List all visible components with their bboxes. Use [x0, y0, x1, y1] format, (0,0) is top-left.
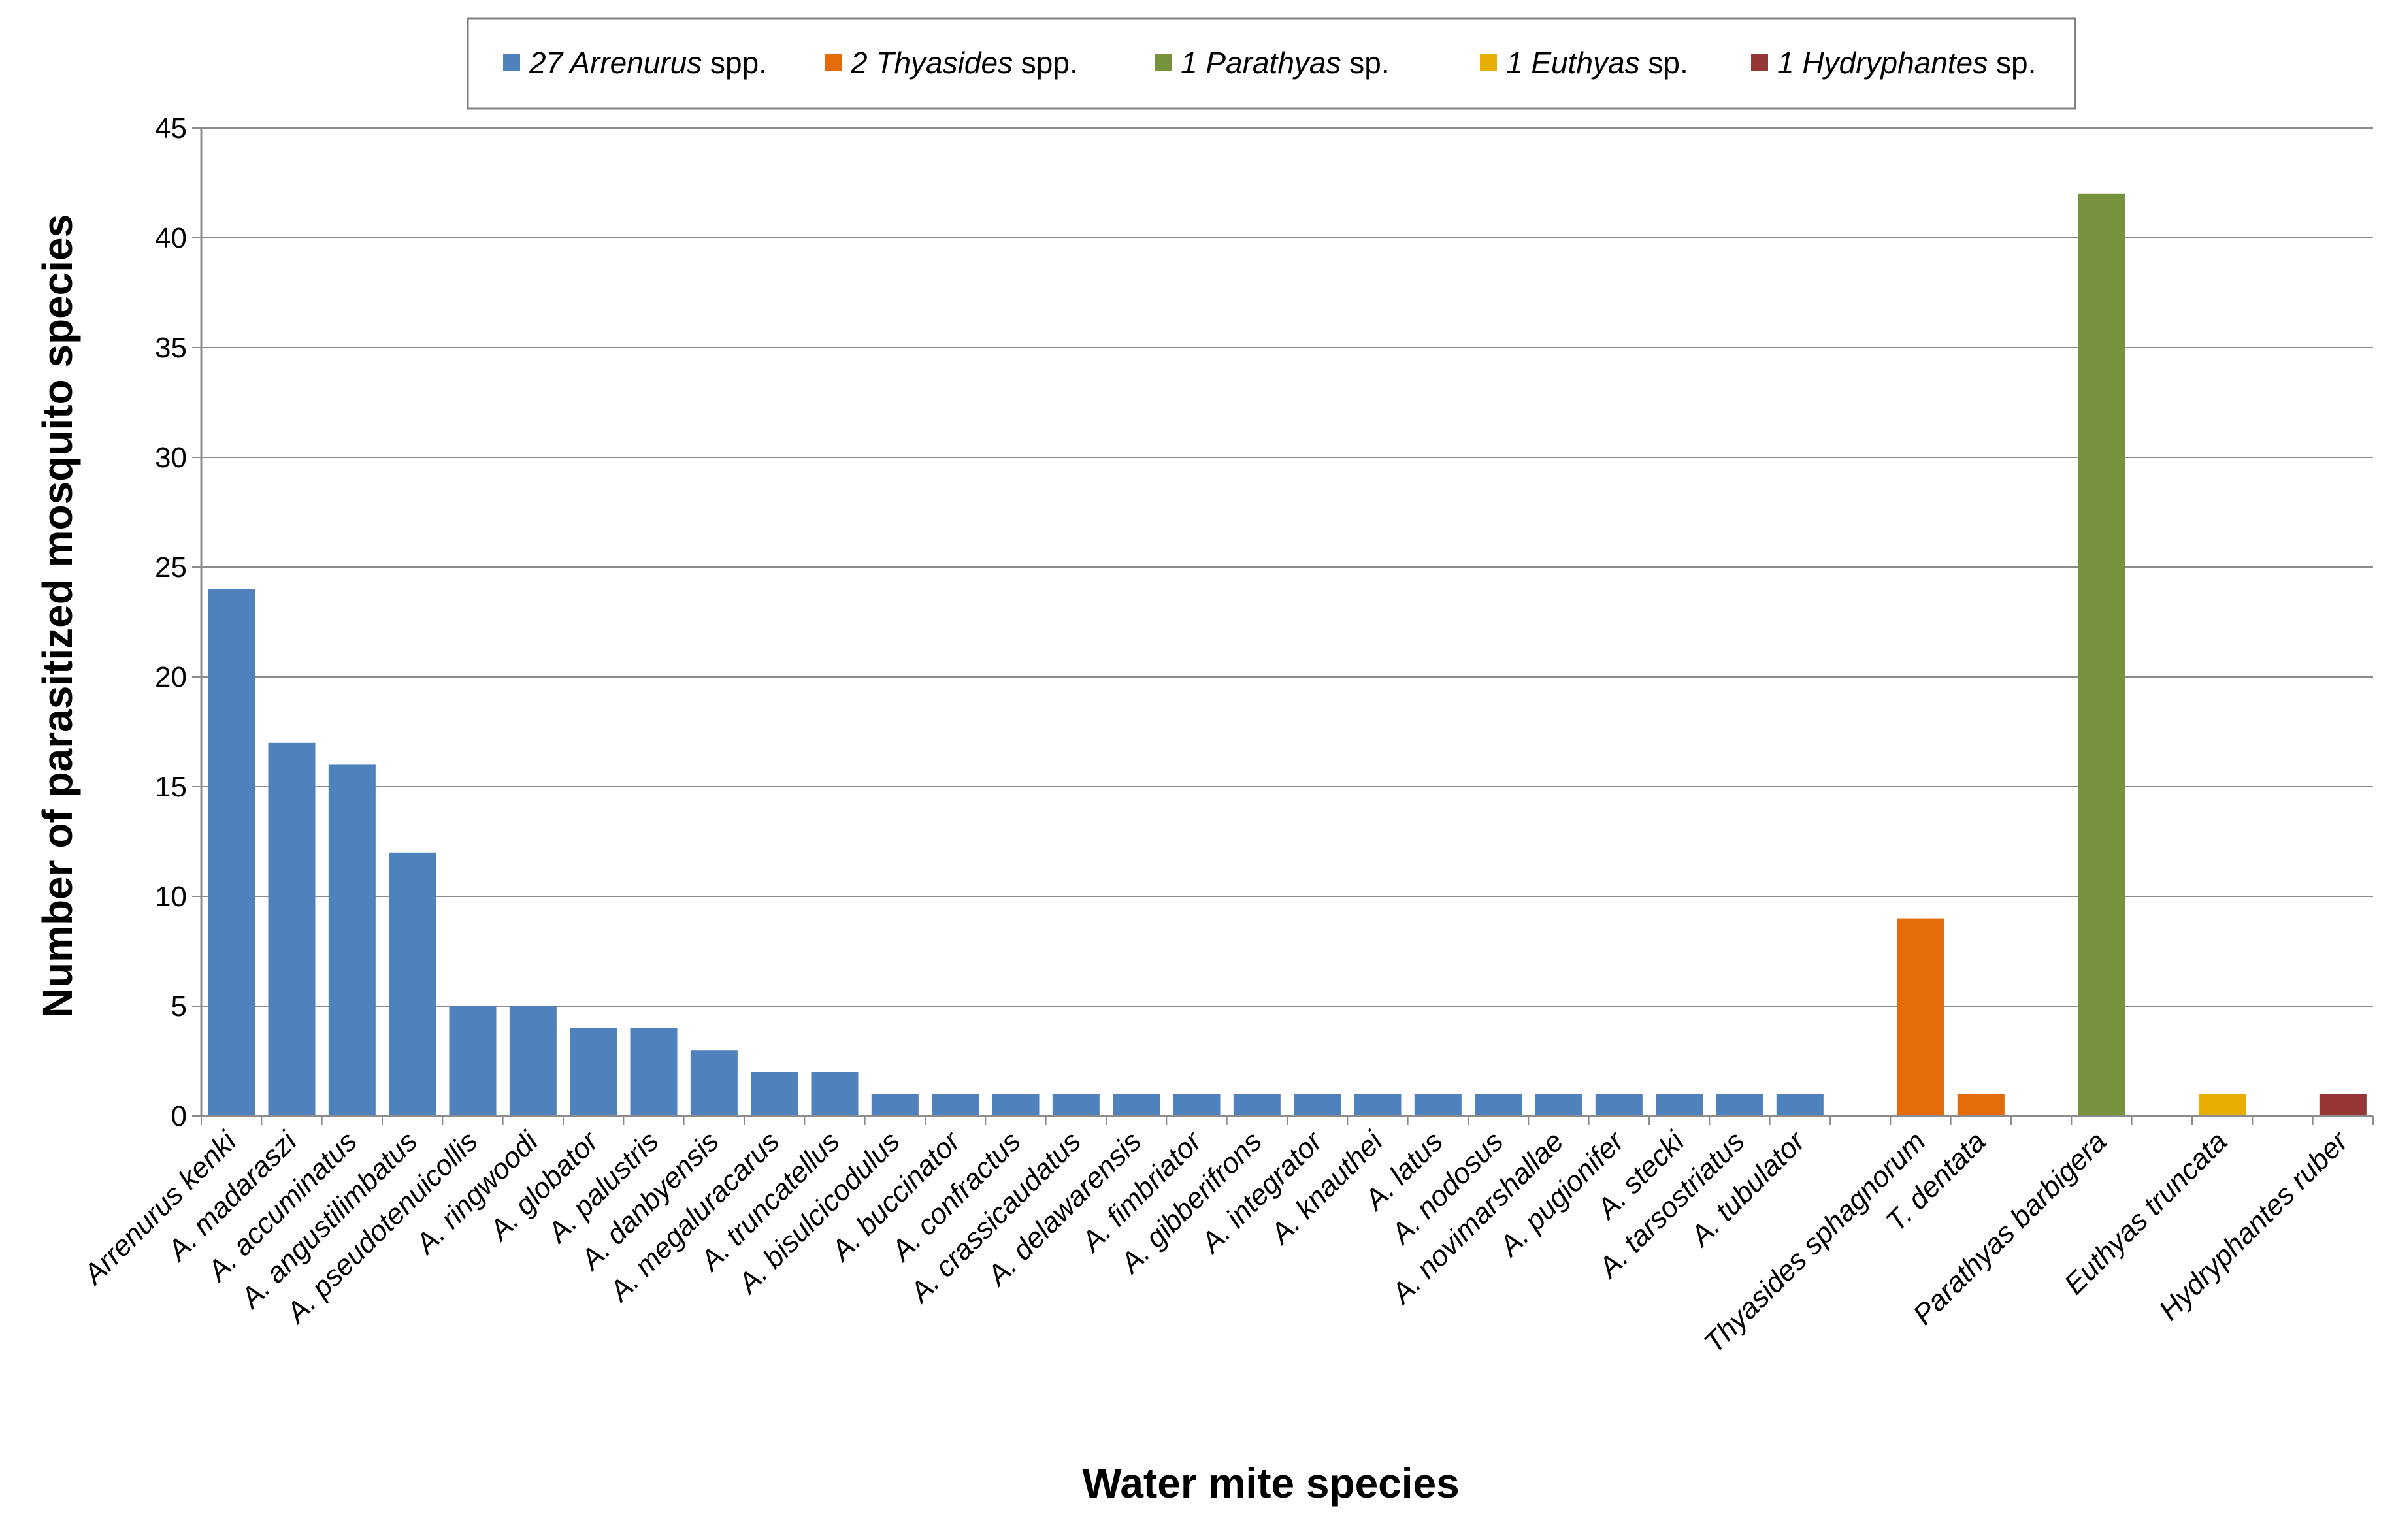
legend-label-thyasides: 2 Thyasides spp.: [850, 46, 1078, 80]
y-tick-label-10: 10: [155, 881, 187, 913]
bar-a-pugionifer: [1595, 1094, 1643, 1116]
y-tick-label-45: 45: [155, 112, 187, 144]
bar-a-tarsostriatus: [1716, 1094, 1763, 1116]
bar-a-globator: [570, 1028, 617, 1116]
bar-a-crassicaudatus: [1052, 1094, 1100, 1116]
y-tick-label-25: 25: [155, 551, 187, 583]
legend-label-euthyas: 1 Euthyas sp.: [1506, 46, 1688, 80]
y-tick-label-30: 30: [155, 442, 187, 474]
legend-swatch-euthyas: [1480, 54, 1497, 71]
y-tick-label-15: 15: [155, 771, 187, 803]
gridlines: [192, 127, 2373, 1117]
bar-a-accuminatus: [328, 764, 376, 1116]
legend-label-hydryphantes: 1 Hydryphantes sp.: [1777, 46, 2036, 80]
bar-a-angustilimbatus: [389, 852, 436, 1116]
bar-euthyas-truncata: [2199, 1094, 2246, 1116]
bar-a-stecki: [1656, 1094, 1703, 1116]
x-axis-title: Water mite species: [1082, 1460, 1459, 1507]
bar-a-megaluracarus: [751, 1072, 798, 1116]
bar-a-truncatellus: [811, 1072, 859, 1116]
bar-a-palustris: [630, 1028, 678, 1116]
legend-label-arrenurus: 27 Arrenurus spp.: [529, 46, 767, 80]
y-tick-labels: 0 5 10 15 20 25 30 35 40 45: [155, 112, 187, 1132]
bar-t-dentata: [1957, 1094, 2005, 1116]
bar-a-ringwoodi: [509, 1006, 557, 1116]
legend-swatch-thyasides: [825, 54, 842, 71]
y-axis-title: Number of parasitized mosquito species: [34, 214, 81, 1019]
bar-a-madaraszi: [268, 742, 316, 1116]
legend-swatch-arrenurus: [503, 54, 520, 71]
bar-a-knauthei: [1354, 1094, 1402, 1116]
y-tick-label-0: 0: [171, 1100, 187, 1132]
bar-thyasides-sphagnorum: [1897, 918, 1944, 1116]
bar-a-confractus: [992, 1094, 1040, 1116]
legend-swatch-hydryphantes: [1751, 54, 1768, 71]
bar-hydryphantes-ruber: [2319, 1094, 2367, 1116]
legend-box: [467, 17, 2076, 110]
legend-label-parathyas: 1 Parathyas sp.: [1181, 46, 1390, 80]
bar-a-bisulcicodulus: [871, 1094, 919, 1116]
bar-a-tubulator: [1776, 1094, 1824, 1116]
bar-a-gibberifrons: [1233, 1094, 1281, 1116]
bar-a-danbyensis: [690, 1050, 738, 1116]
bars: [208, 193, 2367, 1116]
bar-a-integrator: [1294, 1094, 1341, 1116]
bar-parathyas-barbigera: [2078, 193, 2125, 1116]
bar-arrenurus-kenki: [208, 589, 255, 1116]
bar-a-pseudotenuicollis: [449, 1006, 497, 1116]
bar-a-buccinator: [932, 1094, 979, 1116]
y-tick-label-20: 20: [155, 661, 187, 693]
bar-a-latus: [1414, 1094, 1462, 1116]
legend-swatch-parathyas: [1155, 54, 1172, 71]
y-tick-label-40: 40: [155, 222, 187, 254]
axes: [200, 128, 2374, 1125]
bar-a-delawarensis: [1113, 1094, 1160, 1116]
y-tick-label-35: 35: [155, 332, 187, 364]
bar-a-nodosus: [1475, 1094, 1522, 1116]
y-tick-label-5: 5: [171, 991, 187, 1023]
bar-a-novimarshallae: [1535, 1094, 1582, 1116]
bar-a-fimbriator: [1173, 1094, 1221, 1116]
legend: 27 Arrenurus spp. 2 Thyasides spp. 1 Parat…: [467, 17, 2076, 110]
